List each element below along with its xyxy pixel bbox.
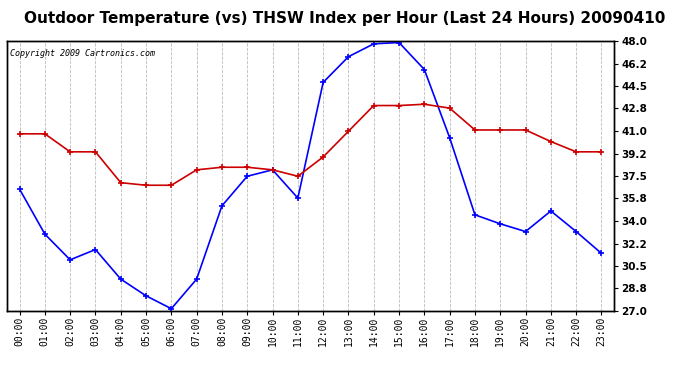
Text: Copyright 2009 Cartronics.com: Copyright 2009 Cartronics.com: [10, 50, 155, 58]
Text: Outdoor Temperature (vs) THSW Index per Hour (Last 24 Hours) 20090410: Outdoor Temperature (vs) THSW Index per …: [24, 11, 666, 26]
